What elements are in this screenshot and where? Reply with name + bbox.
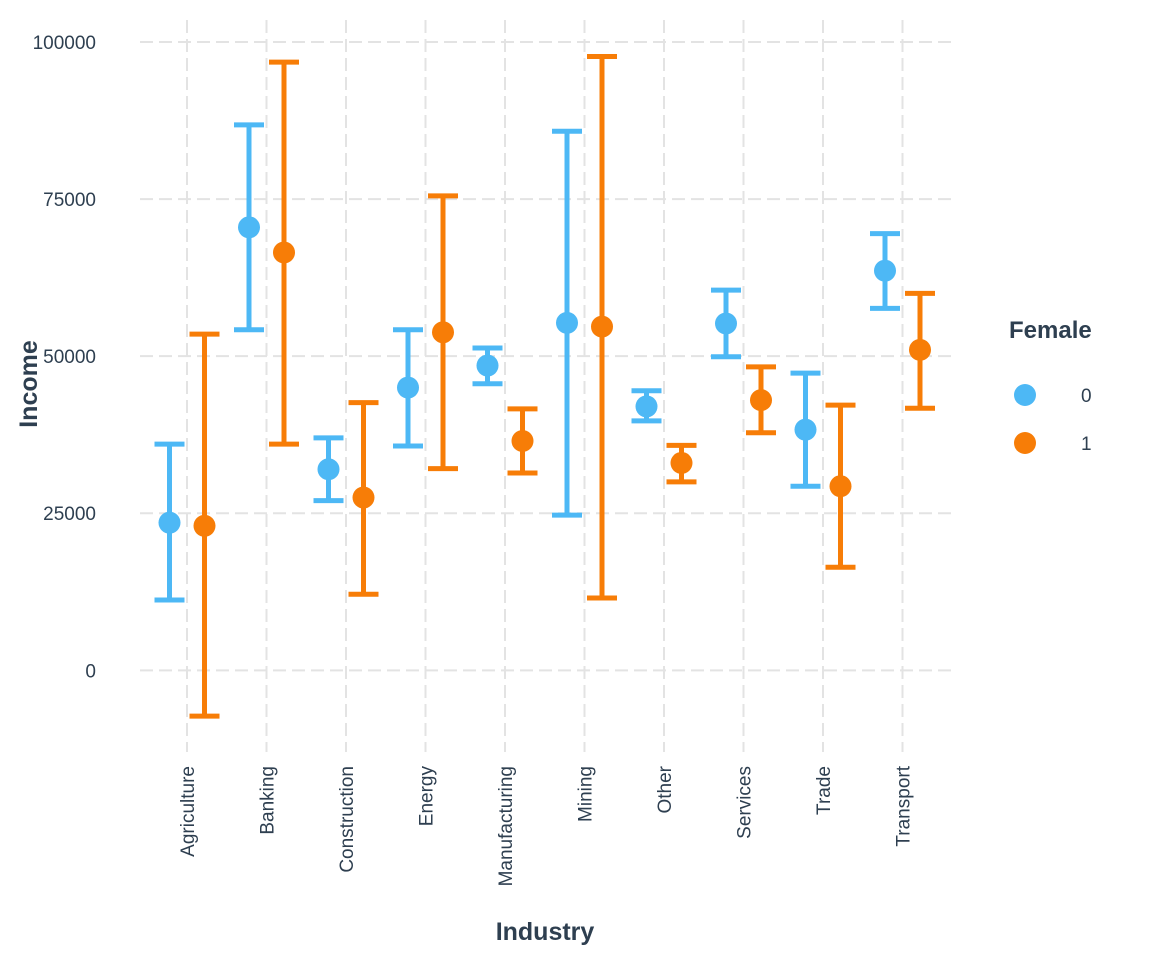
mean-point <box>273 241 295 264</box>
mean-point <box>511 429 534 452</box>
mean-point <box>591 315 613 338</box>
mean-point <box>715 312 737 335</box>
x-axis-title: Industry <box>496 918 595 946</box>
error-bar-marks <box>154 53 935 719</box>
mean-point <box>635 395 658 418</box>
mean-point <box>158 511 181 534</box>
legend-label-0: 0 <box>1081 386 1092 407</box>
mean-point <box>556 311 578 334</box>
y-axis-ticks: 0 25000 50000 75000 100000 <box>33 33 96 682</box>
mean-point <box>193 514 216 537</box>
y-tick-label: 75000 <box>43 190 96 211</box>
y-tick-label: 100000 <box>33 33 96 54</box>
x-axis-ticks: Agriculture Banking Construction Energy Manu… <box>178 765 915 886</box>
mean-point <box>874 259 896 282</box>
legend-key-1 <box>1014 432 1036 454</box>
x-tick-label: Construction <box>337 766 358 873</box>
x-tick-label: Trade <box>814 766 835 815</box>
legend: Female 0 1 <box>1009 317 1092 455</box>
mean-point <box>476 354 499 377</box>
mean-point <box>397 376 419 399</box>
x-tick-label: Agriculture <box>178 766 199 857</box>
legend-key-0 <box>1014 384 1036 406</box>
grid-lines <box>140 20 952 752</box>
y-tick-label: 25000 <box>43 504 96 525</box>
mean-point <box>909 338 931 361</box>
y-tick-label: 50000 <box>43 347 96 368</box>
mean-point <box>794 418 817 441</box>
mean-point <box>432 321 454 344</box>
mean-point <box>238 216 260 239</box>
x-tick-label: Energy <box>417 766 438 827</box>
y-axis-title: Income <box>15 340 43 428</box>
legend-label-1: 1 <box>1081 434 1092 455</box>
mean-point <box>317 458 340 481</box>
mean-point <box>352 486 375 509</box>
x-tick-label: Manufacturing <box>496 766 517 886</box>
y-tick-label: 0 <box>85 661 96 682</box>
x-tick-label: Other <box>655 765 676 813</box>
series-0 <box>154 122 900 603</box>
mean-point <box>829 475 852 498</box>
series-1 <box>189 53 935 719</box>
mean-point <box>750 389 772 412</box>
x-tick-label: Mining <box>576 766 597 822</box>
mean-point <box>670 451 693 474</box>
legend-title: Female <box>1009 317 1092 344</box>
x-tick-label: Banking <box>258 766 279 835</box>
x-tick-label: Transport <box>894 765 915 846</box>
x-tick-label: Services <box>735 766 756 839</box>
